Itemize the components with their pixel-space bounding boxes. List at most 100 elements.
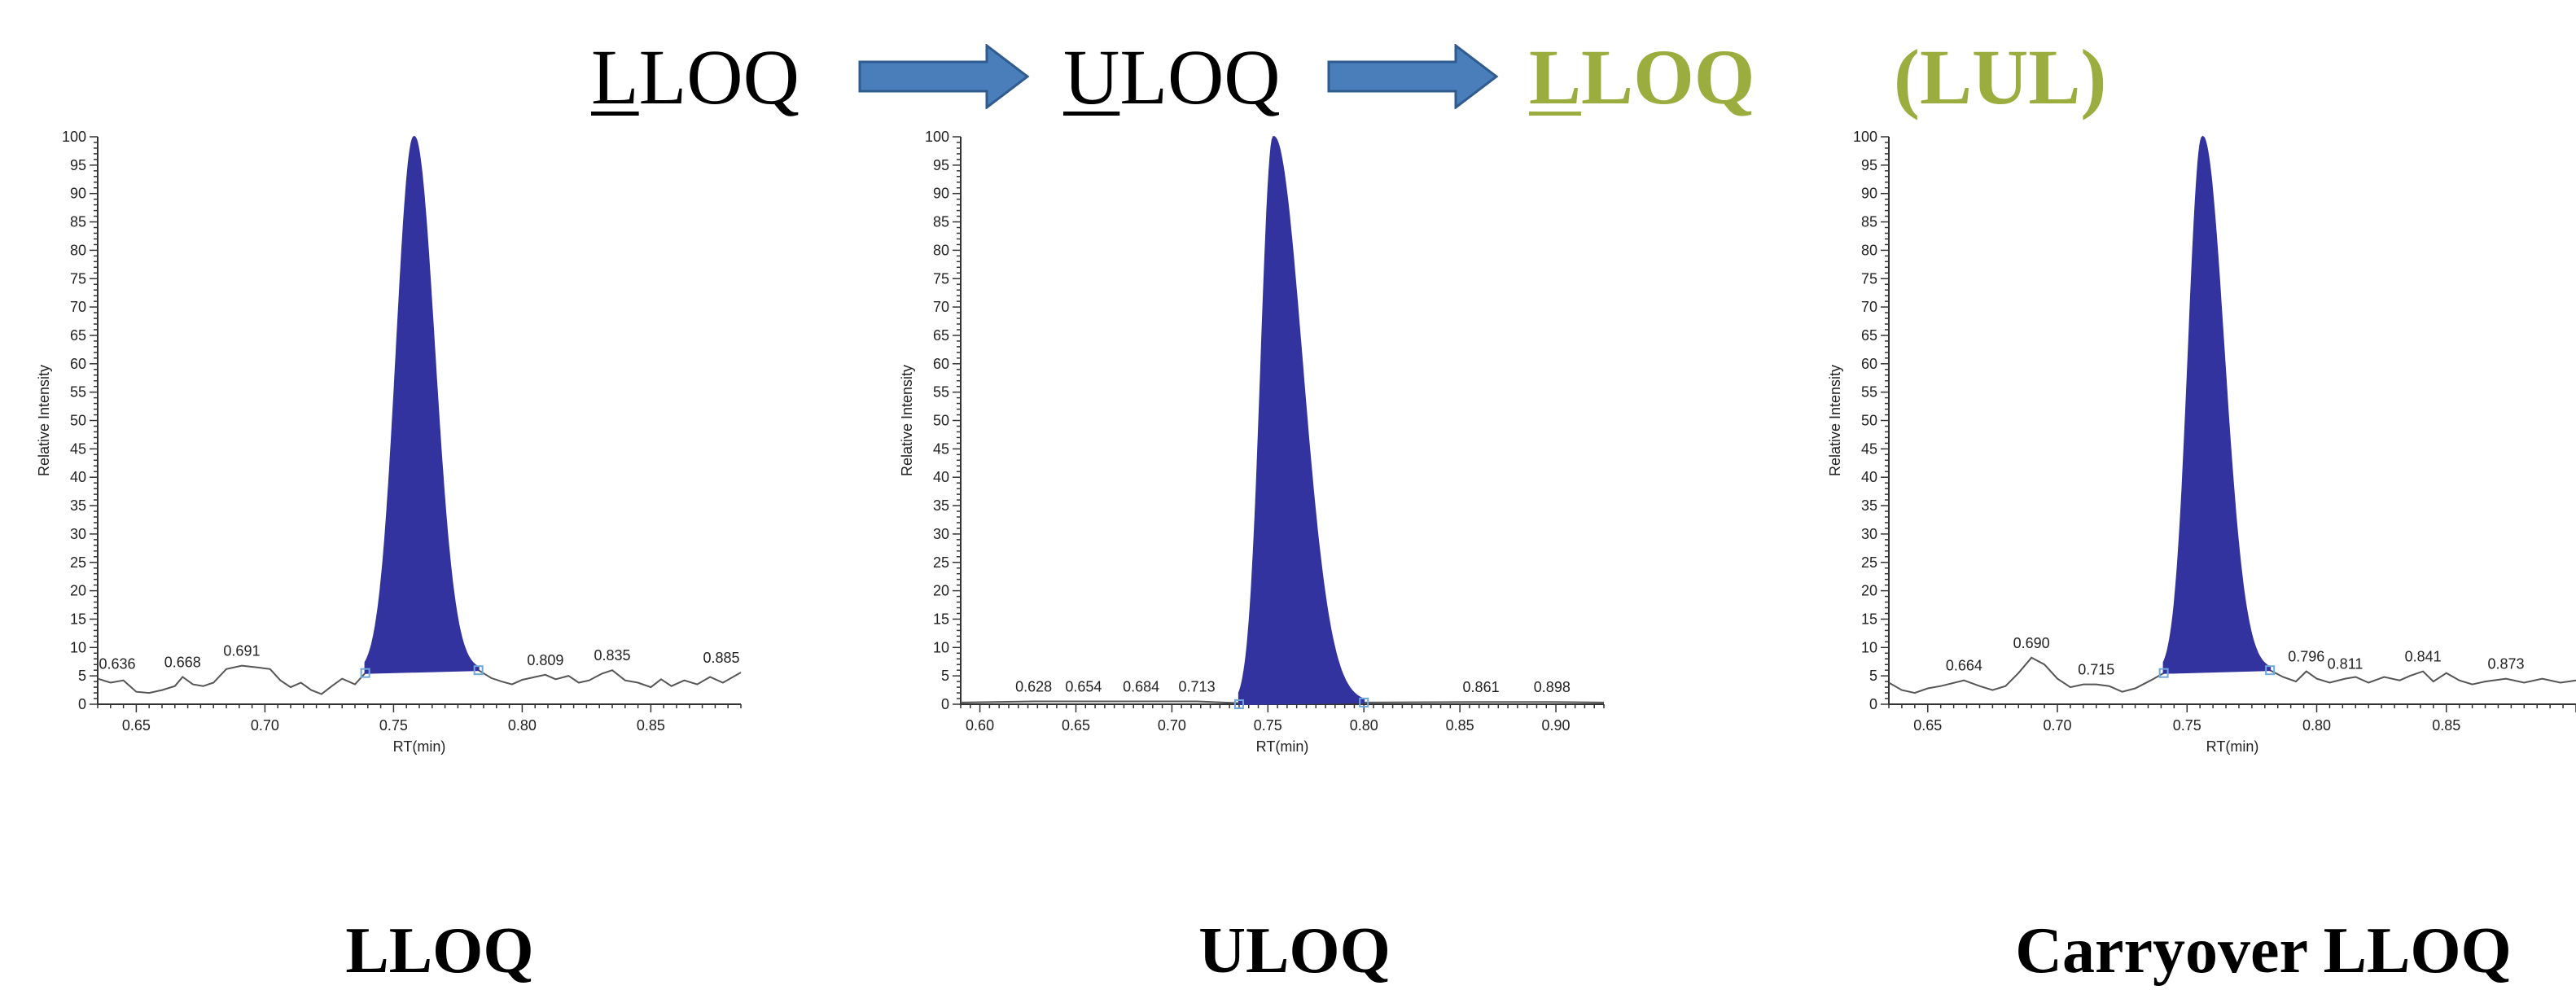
caption-carryover-lloq: Carryover LLOQ bbox=[2015, 915, 2512, 987]
peak-start-marker bbox=[1233, 699, 1244, 709]
header-lloq-1-rest: LOQ bbox=[638, 33, 800, 120]
integrated-peak bbox=[1238, 135, 1365, 706]
trace-after-peak bbox=[478, 669, 742, 689]
y-tick-label: 75 bbox=[1861, 270, 1877, 287]
y-tick-label: 85 bbox=[933, 214, 949, 230]
y-tick-label: 5 bbox=[941, 668, 949, 684]
y-tick-label: 25 bbox=[1861, 554, 1877, 571]
rt-label: 0.841 bbox=[2405, 649, 2442, 665]
rt-label: 0.811 bbox=[2328, 656, 2364, 672]
rt-label: 0.796 bbox=[2288, 649, 2324, 665]
rt-label: 0.885 bbox=[703, 650, 739, 666]
y-tick-label: 80 bbox=[1861, 242, 1877, 258]
rt-label: 0.628 bbox=[1015, 679, 1052, 695]
y-tick-label: 50 bbox=[1861, 413, 1877, 429]
y-tick-label: 5 bbox=[78, 668, 86, 684]
x-tick-label: 0.85 bbox=[637, 717, 665, 734]
x-tick-label: 0.80 bbox=[1350, 717, 1378, 734]
x-axis-label: RT(min) bbox=[2206, 738, 2259, 755]
rt-label: 0.668 bbox=[164, 655, 201, 671]
y-axis-label: Relative Intensity bbox=[36, 365, 52, 476]
header-lul: (LUL) bbox=[1894, 33, 2107, 120]
rt-label: 0.715 bbox=[2078, 662, 2114, 678]
y-tick-label: 75 bbox=[933, 270, 949, 287]
rt-label: 0.684 bbox=[1123, 679, 1159, 695]
y-tick-label: 20 bbox=[70, 583, 86, 599]
rt-label: 0.691 bbox=[223, 643, 260, 659]
y-tick-label: 45 bbox=[933, 440, 949, 457]
header-lloq-2: LLOQ bbox=[1529, 16, 1755, 138]
header-uloq-rest: LOQ bbox=[1119, 33, 1281, 120]
chromatogram-carryover-lloq: 0 5 10 15 20 25 30 35 40 45 50 55 60 65 70 75 80 85 90 95 10… bbox=[1827, 129, 2576, 755]
y-tick-label: 10 bbox=[933, 639, 949, 655]
y-tick-label: 45 bbox=[70, 440, 86, 457]
y-tick-label: 100 bbox=[1853, 129, 1877, 145]
y-tick-label: 60 bbox=[70, 356, 86, 372]
y-axis-label: Relative Intensity bbox=[899, 365, 915, 476]
y-tick-label: 25 bbox=[933, 554, 949, 571]
x-tick-label: 0.65 bbox=[1062, 717, 1090, 734]
x-axis-label: RT(min) bbox=[393, 738, 446, 755]
peak-start-marker bbox=[360, 668, 370, 678]
rt-label: 0.690 bbox=[2013, 635, 2050, 651]
y-tick-label: 35 bbox=[1861, 497, 1877, 514]
y-tick-label: 95 bbox=[1861, 157, 1877, 173]
arrow-1-shape bbox=[858, 44, 1030, 109]
x-axis-label: RT(min) bbox=[1256, 738, 1309, 755]
x-tick-label: 0.70 bbox=[251, 717, 279, 734]
y-tick-label: 35 bbox=[70, 497, 86, 514]
y-tick-label: 10 bbox=[1861, 639, 1877, 655]
trace-before-peak bbox=[1888, 656, 2165, 694]
arrow-right-icon bbox=[1327, 44, 1499, 109]
y-tick-label: 10 bbox=[70, 639, 86, 655]
y-tick-label: 70 bbox=[70, 299, 86, 315]
y-axis-label: Relative Intensity bbox=[1827, 365, 1843, 476]
y-tick-label: 90 bbox=[70, 186, 86, 202]
x-tick-label: 0.80 bbox=[2302, 717, 2331, 734]
x-tick-label: 0.65 bbox=[122, 717, 151, 734]
rt-label: 0.898 bbox=[1534, 679, 1571, 695]
rt-label: 0.861 bbox=[1463, 679, 1500, 695]
x-tick-label: 0.85 bbox=[1446, 717, 1474, 734]
y-tick-label: 55 bbox=[1861, 384, 1877, 401]
y-tick-label: 15 bbox=[1861, 611, 1877, 627]
y-tick-label: 40 bbox=[70, 469, 86, 485]
y-tick-label: 25 bbox=[70, 554, 86, 571]
y-tick-label: 40 bbox=[1861, 469, 1877, 485]
y-tick-label: 90 bbox=[933, 186, 949, 202]
header-uloq-underlined-letter: U bbox=[1063, 33, 1120, 120]
trace-after-peak bbox=[1364, 701, 1605, 703]
y-tick-label: 60 bbox=[933, 356, 949, 372]
integrated-peak bbox=[364, 135, 480, 674]
arrow-2-shape bbox=[1327, 44, 1499, 109]
y-tick-label: 35 bbox=[933, 497, 949, 514]
y-tick-label: 70 bbox=[933, 299, 949, 315]
y-tick-label: 5 bbox=[1869, 668, 1877, 684]
peak-start-marker bbox=[2158, 668, 2169, 678]
chromatogram-lloq: 0 5 10 15 20 25 30 35 40 45 50 55 60 65 70 75 80 85 90 95 10… bbox=[36, 129, 742, 755]
x-tick-label: 0.70 bbox=[1158, 717, 1186, 734]
x-tick-label: 0.80 bbox=[508, 717, 537, 734]
chromatogram-uloq: 0 5 10 15 20 25 30 35 40 45 50 55 60 65 70 75 80 85 90 95 10… bbox=[899, 129, 1605, 755]
y-tick-label: 80 bbox=[70, 242, 86, 258]
header-uloq: ULOQ bbox=[1063, 16, 1281, 138]
y-tick-label: 20 bbox=[1861, 583, 1877, 599]
peak-end-marker bbox=[1359, 697, 1369, 707]
y-tick-label: 65 bbox=[70, 327, 86, 344]
y-tick-label: 100 bbox=[925, 129, 949, 145]
y-tick-label: 45 bbox=[1861, 440, 1877, 457]
y-tick-label: 55 bbox=[70, 384, 86, 401]
y-tick-label: 95 bbox=[933, 157, 949, 173]
header-lloq-2-underlined-letter: L bbox=[1529, 33, 1582, 120]
rt-label: 0.636 bbox=[99, 656, 135, 672]
integrated-peak bbox=[2162, 135, 2272, 674]
caption-lloq: LLOQ bbox=[345, 915, 534, 987]
y-tick-label: 85 bbox=[1861, 214, 1877, 230]
y-tick-label: 50 bbox=[933, 413, 949, 429]
y-tick-label: 0 bbox=[78, 696, 86, 712]
y-tick-label: 85 bbox=[70, 214, 86, 230]
trace-before-peak bbox=[97, 664, 366, 695]
rt-label: 0.873 bbox=[2487, 656, 2524, 672]
x-tick-label: 0.75 bbox=[379, 717, 408, 734]
x-tick-label: 0.75 bbox=[2173, 717, 2201, 734]
